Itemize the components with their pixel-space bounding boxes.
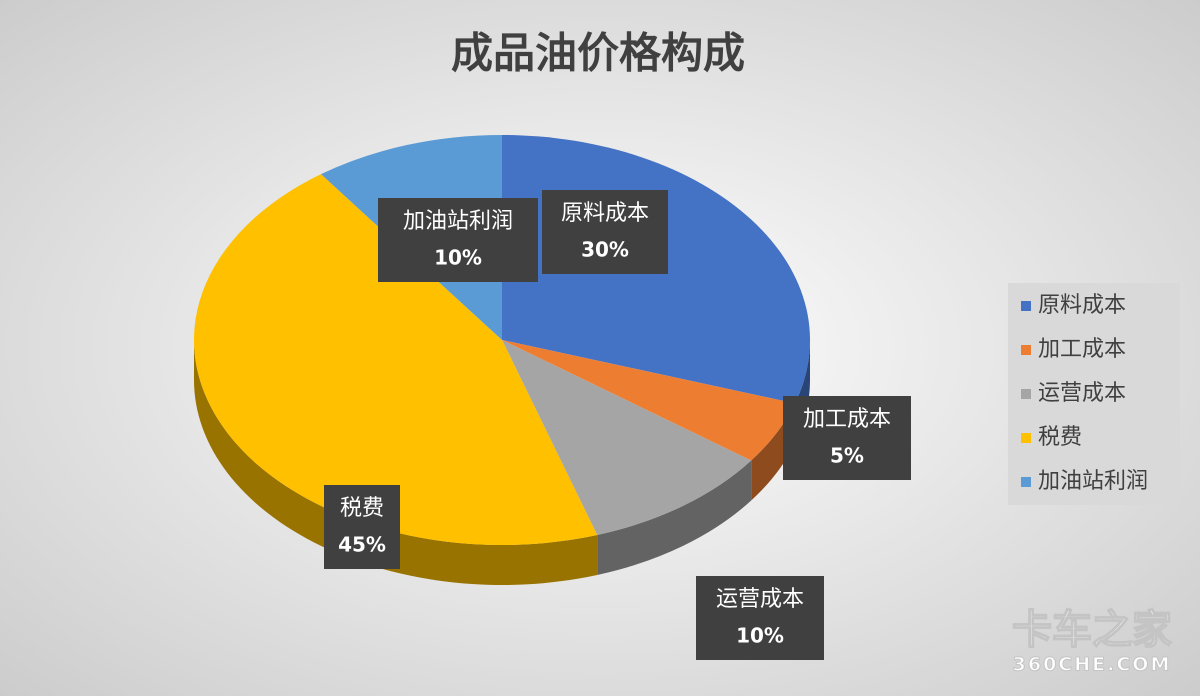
watermark: 卡车之家 360CHE.COM (1011, 606, 1173, 676)
legend-label: 加工成本 (1038, 337, 1126, 362)
data-label-box (696, 576, 824, 660)
legend-label: 运营成本 (1038, 381, 1126, 406)
data-label-category: 税费 (340, 496, 384, 521)
legend-swatch (1021, 301, 1031, 311)
data-label-box (378, 198, 538, 282)
data-label-value: 45% (338, 533, 386, 557)
data-label-box (542, 190, 668, 274)
legend-swatch (1021, 389, 1031, 399)
slice (502, 340, 795, 461)
data-label-category: 运营成本 (716, 587, 804, 612)
slice (193, 174, 598, 545)
slice-side (597, 460, 752, 575)
legend-label: 税费 (1038, 425, 1082, 450)
watermark-site: 360CHE.COM (1013, 654, 1172, 676)
legend-swatch (1021, 433, 1031, 443)
legend-swatch (1021, 477, 1031, 487)
chart-title: 成品油价格构成 (451, 29, 745, 78)
slice (502, 340, 752, 535)
data-label-value: 5% (830, 444, 864, 468)
slice-side (194, 340, 598, 586)
data-label-box (324, 485, 400, 569)
data-label-value: 30% (581, 238, 629, 262)
watermark-brand: 卡车之家 (1012, 607, 1172, 653)
data-label-value: 10% (434, 246, 482, 270)
data-label-box (783, 396, 911, 480)
data-label-value: 10% (736, 624, 784, 648)
legend-box (1008, 283, 1180, 505)
legend-swatch (1021, 345, 1031, 355)
legend-label: 原料成本 (1038, 293, 1126, 318)
data-label-category: 加工成本 (803, 407, 891, 432)
data-label-category: 加油站利润 (403, 209, 513, 234)
legend-label: 加油站利润 (1038, 469, 1148, 494)
data-label-category: 原料成本 (561, 201, 649, 226)
